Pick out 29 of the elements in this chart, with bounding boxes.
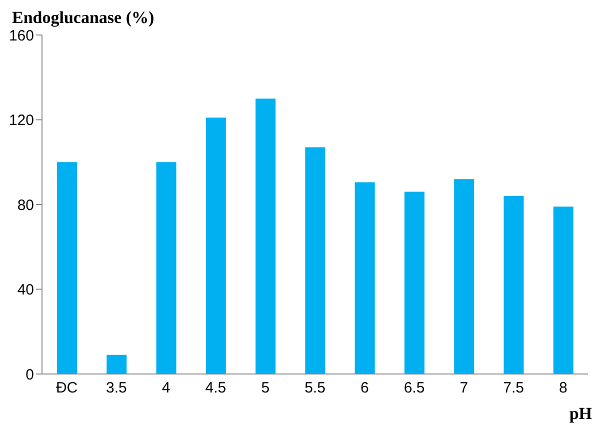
bar: [553, 206, 574, 374]
bar: [57, 162, 77, 374]
x-tick-label: 4.5: [205, 380, 226, 397]
x-tick-label: 3.5: [106, 380, 127, 397]
bar: [156, 162, 176, 374]
x-tick-label: 6: [360, 380, 369, 397]
chart-title: Endoglucanase (%): [12, 8, 154, 28]
x-tick-label: 6.5: [404, 380, 425, 397]
bar: [404, 192, 424, 374]
bar: [454, 179, 474, 374]
x-tick-label: 5.5: [304, 380, 326, 397]
x-tick-label: 8: [559, 380, 568, 397]
x-tick-label: 4: [162, 380, 170, 397]
y-tick-label: 40: [17, 282, 34, 299]
x-tick-label: 5: [261, 380, 270, 397]
x-axis-title: pH: [569, 404, 592, 424]
bar: [256, 98, 276, 374]
y-tick-label: 0: [26, 366, 34, 384]
y-tick-label: 120: [8, 112, 34, 130]
x-tick-label: ĐC: [56, 380, 78, 397]
x-tick-label: 7.5: [503, 380, 524, 397]
y-tick-label: 160: [8, 27, 34, 44]
bar: [206, 118, 226, 374]
bar: [354, 182, 375, 374]
bar: [106, 354, 127, 374]
bar: [504, 196, 524, 374]
x-tick-label: 7: [460, 380, 468, 397]
bar: [305, 147, 326, 374]
y-tick-label: 80: [17, 196, 34, 214]
